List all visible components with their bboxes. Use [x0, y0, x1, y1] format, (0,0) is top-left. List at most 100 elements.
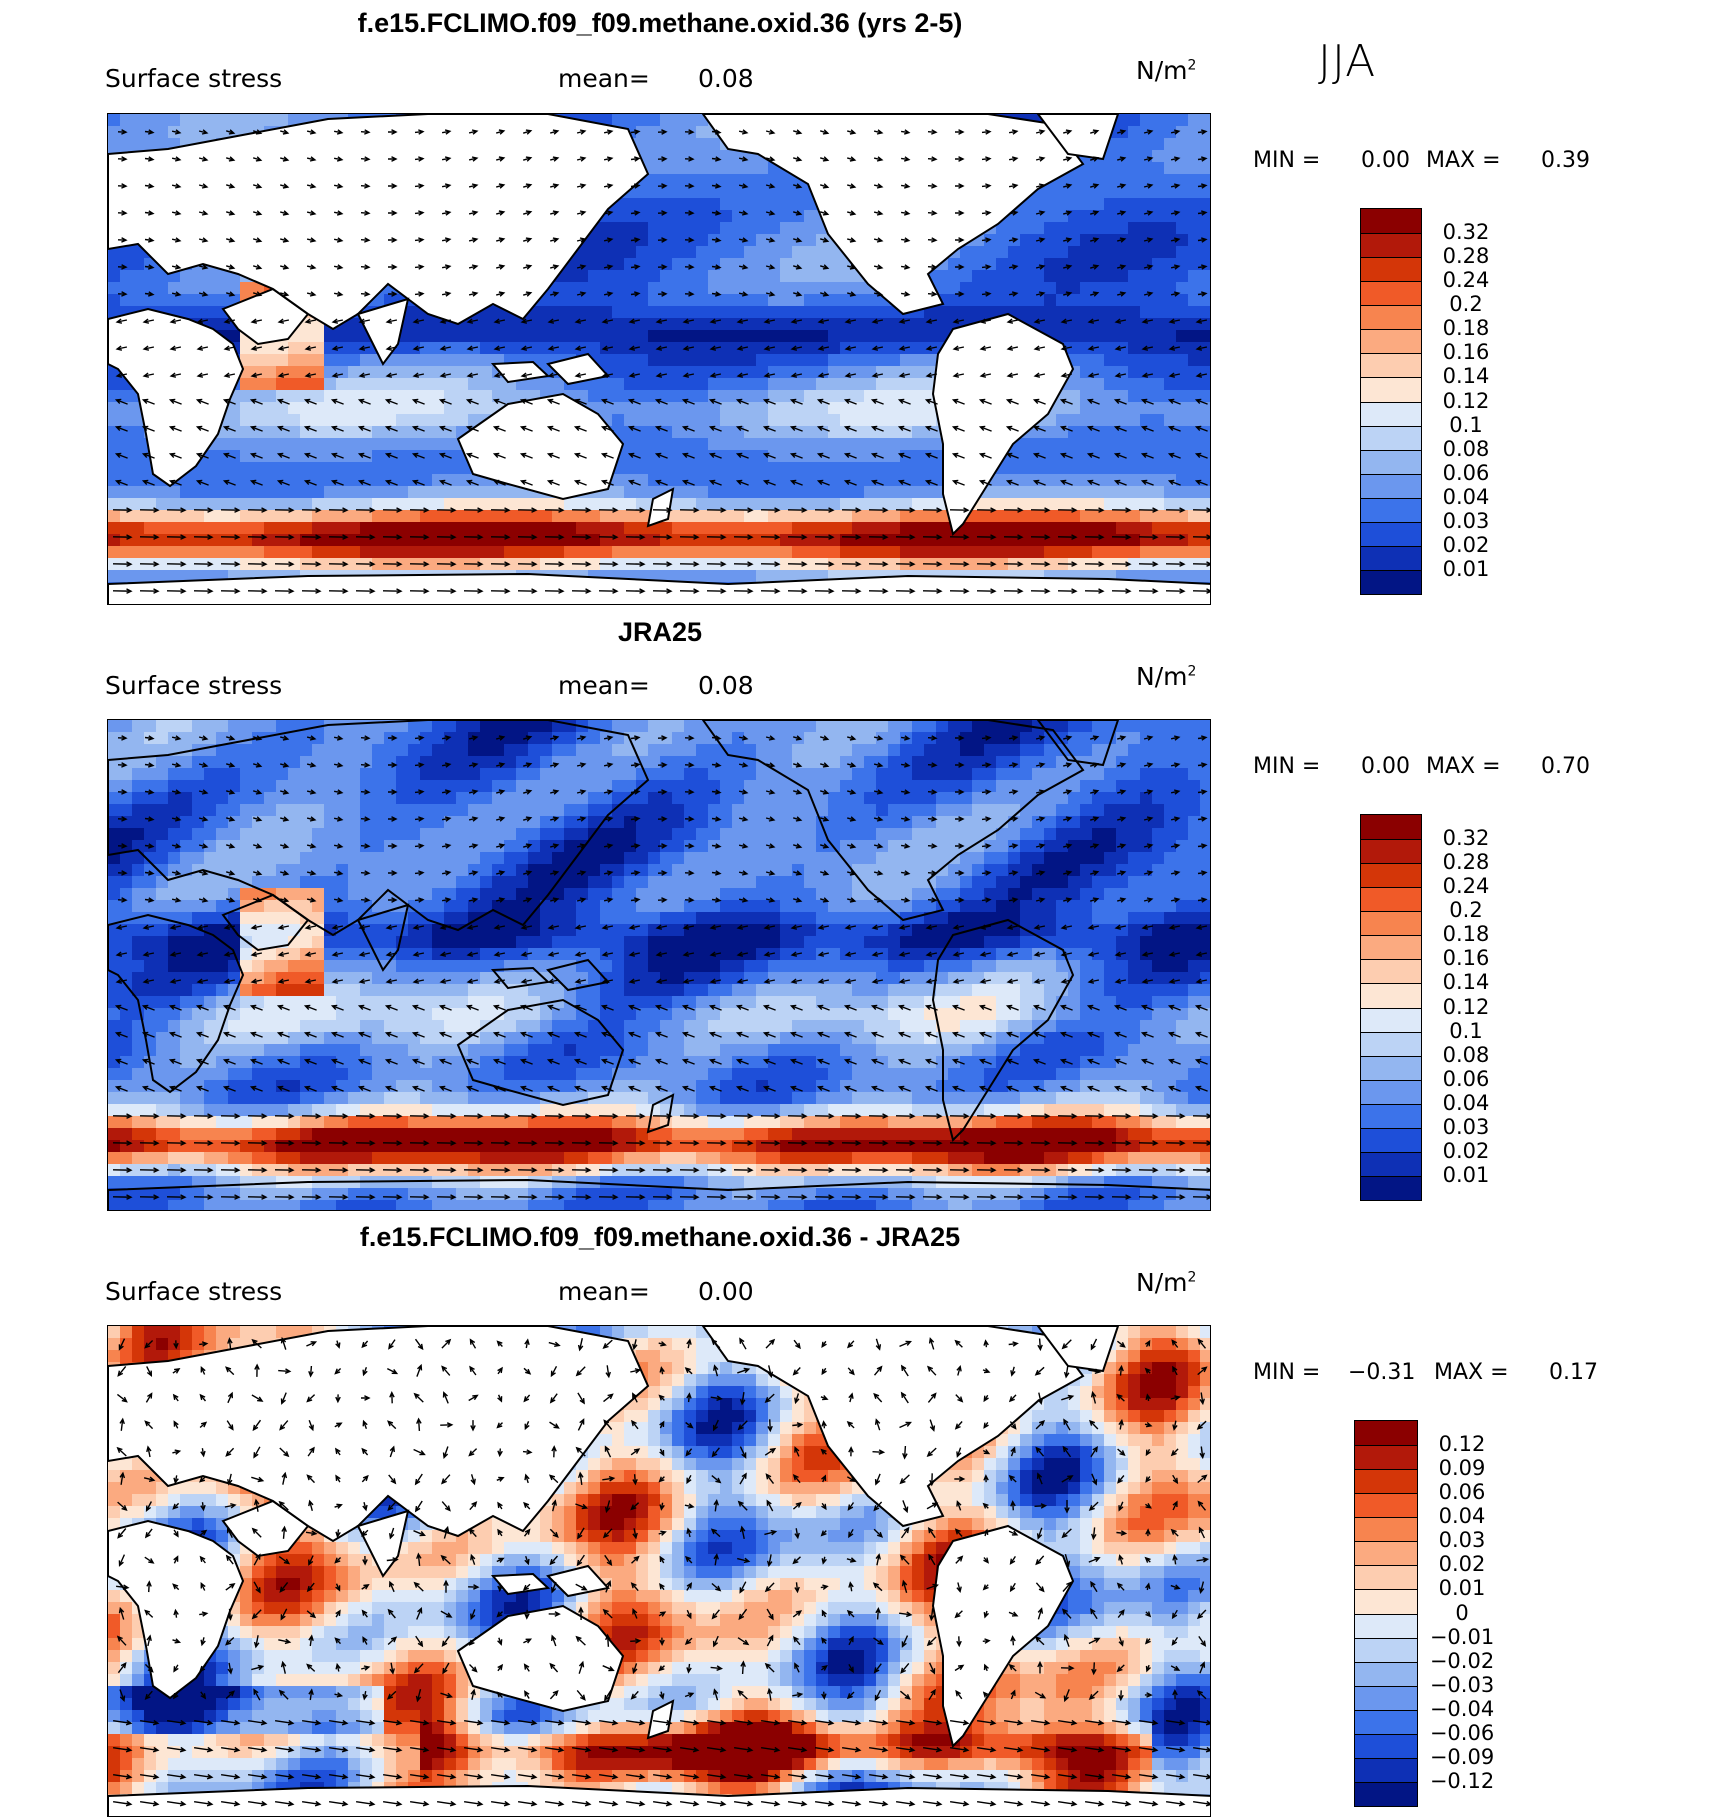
wind-vector — [841, 1719, 862, 1726]
wind-vector — [330, 1004, 344, 1011]
wind-vector — [574, 318, 587, 324]
wind-vector — [790, 345, 803, 351]
wind-vector — [384, 1085, 398, 1092]
wind-vector — [251, 1664, 265, 1671]
wind-vector — [1089, 129, 1100, 135]
wind-vector — [274, 1113, 295, 1119]
wind-vector — [1057, 561, 1078, 567]
wind-vector — [657, 129, 668, 135]
wind-vector — [1008, 1663, 1017, 1672]
wind-vector — [819, 156, 830, 162]
wind-vector — [767, 1687, 773, 1701]
wind-vector — [517, 1113, 538, 1119]
wind-vector — [841, 1194, 862, 1200]
wind-vector — [519, 1085, 533, 1092]
wind-vector — [733, 1140, 754, 1146]
wind-vector — [603, 183, 614, 189]
wind-vector — [1195, 924, 1208, 930]
wind-vector — [630, 735, 641, 741]
wind-vector — [735, 398, 749, 405]
wind-vector — [519, 479, 533, 486]
colorbar-swatch — [1355, 1541, 1417, 1566]
wind-vector — [736, 978, 749, 984]
wind-vector — [1084, 1140, 1105, 1146]
wind-vector — [303, 452, 317, 459]
wind-vector — [328, 1113, 349, 1119]
wind-vector — [897, 398, 911, 405]
wind-vector — [198, 237, 209, 243]
wind-vector — [328, 1719, 349, 1726]
wind-vector — [1165, 1140, 1186, 1146]
wind-vector — [141, 1031, 155, 1038]
wind-vector — [738, 129, 749, 135]
wind-vector — [686, 1663, 692, 1674]
wind-vector — [1195, 951, 1208, 957]
wind-vector — [1141, 951, 1154, 957]
wind-vector — [1192, 1140, 1210, 1146]
wind-vector — [846, 1691, 855, 1700]
wind-vector — [684, 264, 695, 270]
wind-vector — [848, 1528, 854, 1539]
wind-vector — [684, 156, 695, 162]
colorbar-tick-label: −0.01 — [1429, 1624, 1495, 1649]
wind-vector — [249, 452, 263, 459]
wind-vector — [1057, 1167, 1078, 1173]
wind-vector — [604, 1500, 611, 1514]
wind-vector — [328, 1167, 349, 1173]
wind-vector — [738, 789, 749, 795]
wind-vector — [760, 1167, 781, 1173]
wind-vector — [1090, 1445, 1098, 1458]
wind-vector — [983, 1663, 989, 1672]
wind-vector — [496, 897, 506, 903]
wind-vector — [1086, 1004, 1100, 1011]
wind-vector — [1192, 534, 1210, 540]
wind-vector — [847, 1502, 855, 1511]
wind-vector — [519, 398, 533, 405]
coastline — [108, 572, 1210, 604]
wind-vector — [1084, 1719, 1105, 1726]
wind-vector — [766, 1608, 774, 1621]
wind-vector — [414, 1338, 424, 1351]
colorbar-tick-label: 0.28 — [1442, 244, 1490, 269]
wind-vector — [738, 210, 749, 216]
wind-vector — [276, 1085, 290, 1092]
wind-vector — [116, 1584, 130, 1590]
wind-vector — [927, 210, 938, 216]
wind-vector — [657, 291, 668, 297]
wind-vector — [787, 1800, 808, 1807]
wind-vector — [358, 372, 371, 378]
wind-vector — [843, 398, 857, 405]
wind-vector — [225, 843, 236, 849]
wind-vector — [922, 534, 943, 540]
wind-vector — [1035, 816, 1046, 822]
wind-vector — [168, 1004, 182, 1011]
wind-vector — [328, 588, 349, 594]
wind-vector — [1197, 210, 1208, 216]
wind-vector — [306, 735, 317, 741]
wind-vector — [738, 237, 749, 243]
wind-vector — [360, 762, 371, 768]
wind-vector — [249, 1031, 263, 1038]
wind-vector — [1064, 1500, 1070, 1514]
wind-vector — [1170, 1448, 1179, 1457]
wind-vector — [389, 1391, 395, 1404]
wind-vector — [277, 924, 290, 930]
wind-vector — [463, 1113, 484, 1119]
wind-vector — [1170, 291, 1181, 297]
wind-vector — [1196, 1609, 1207, 1620]
wind-vector — [388, 237, 398, 243]
wind-vector — [279, 1420, 289, 1431]
wind-vector — [1034, 1691, 1047, 1699]
coastline — [108, 1326, 650, 1543]
wind-vector — [792, 870, 803, 876]
wind-vector — [117, 816, 128, 822]
wind-vector — [1089, 210, 1100, 216]
wind-vector — [873, 870, 884, 876]
wind-vector — [414, 156, 425, 162]
wind-vector — [1113, 452, 1127, 459]
wind-vector — [1005, 479, 1019, 486]
panel-2-max-value: 0.70 — [1541, 754, 1590, 779]
wind-vector — [981, 897, 992, 903]
wind-vector — [686, 1609, 692, 1620]
wind-vector — [496, 1611, 503, 1618]
